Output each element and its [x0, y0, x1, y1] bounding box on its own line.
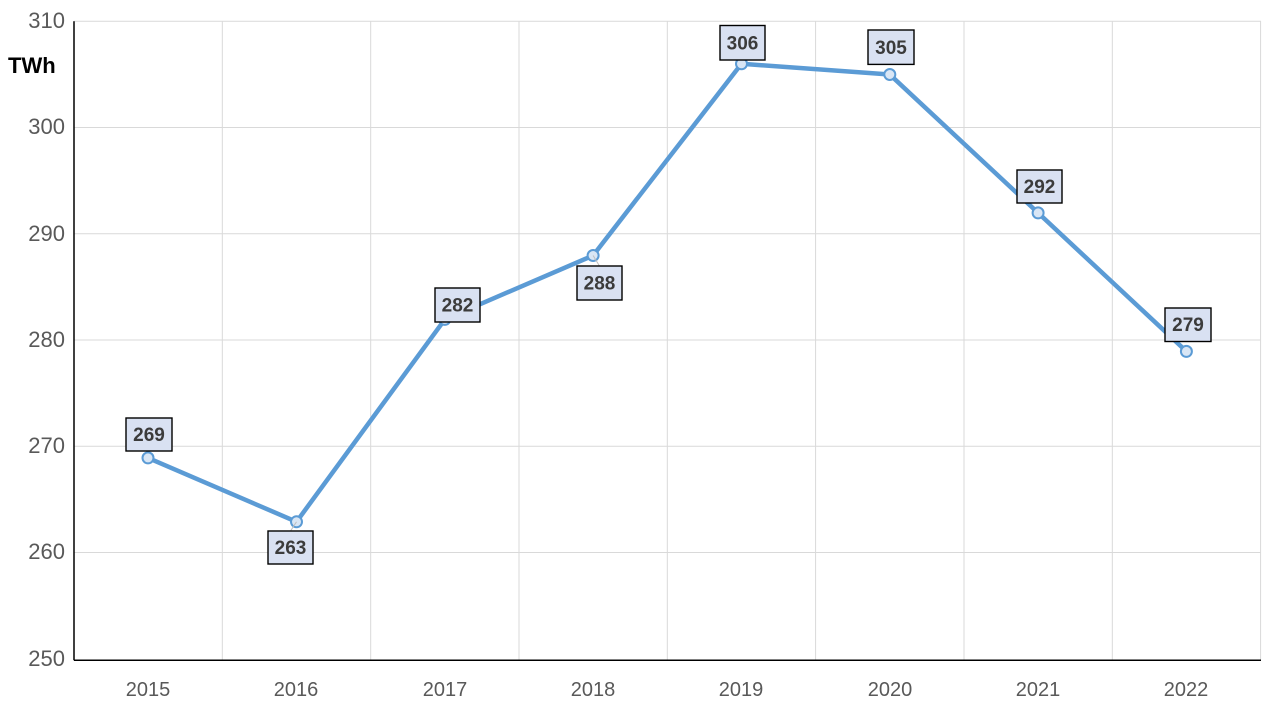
svg-text:288: 288 — [584, 274, 616, 295]
svg-text:TWh: TWh — [8, 53, 56, 78]
svg-text:282: 282 — [442, 296, 474, 317]
svg-text:2020: 2020 — [868, 679, 913, 701]
svg-text:263: 263 — [275, 538, 307, 559]
svg-text:279: 279 — [1172, 315, 1204, 336]
svg-text:305: 305 — [875, 38, 907, 59]
svg-text:310: 310 — [28, 8, 65, 33]
svg-text:292: 292 — [1024, 177, 1056, 198]
svg-text:260: 260 — [28, 539, 65, 564]
svg-text:2017: 2017 — [423, 679, 468, 701]
svg-text:269: 269 — [133, 425, 165, 446]
svg-text:2015: 2015 — [126, 679, 171, 701]
svg-text:2018: 2018 — [571, 679, 616, 701]
svg-text:250: 250 — [28, 646, 65, 671]
svg-text:270: 270 — [28, 433, 65, 458]
svg-text:2022: 2022 — [1164, 679, 1209, 701]
svg-text:290: 290 — [28, 221, 65, 246]
svg-text:306: 306 — [727, 34, 759, 55]
svg-text:2019: 2019 — [719, 679, 764, 701]
svg-text:280: 280 — [28, 327, 65, 352]
svg-text:2016: 2016 — [274, 679, 319, 701]
svg-text:2021: 2021 — [1016, 679, 1061, 701]
svg-text:300: 300 — [28, 114, 65, 139]
